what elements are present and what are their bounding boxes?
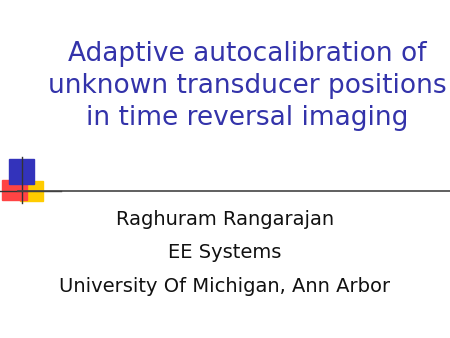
Text: EE Systems: EE Systems bbox=[168, 243, 282, 262]
Text: Adaptive autocalibration of
unknown transducer positions
in time reversal imagin: Adaptive autocalibration of unknown tran… bbox=[48, 41, 447, 130]
Text: University Of Michigan, Ann Arbor: University Of Michigan, Ann Arbor bbox=[59, 277, 391, 296]
Text: Raghuram Rangarajan: Raghuram Rangarajan bbox=[116, 210, 334, 228]
